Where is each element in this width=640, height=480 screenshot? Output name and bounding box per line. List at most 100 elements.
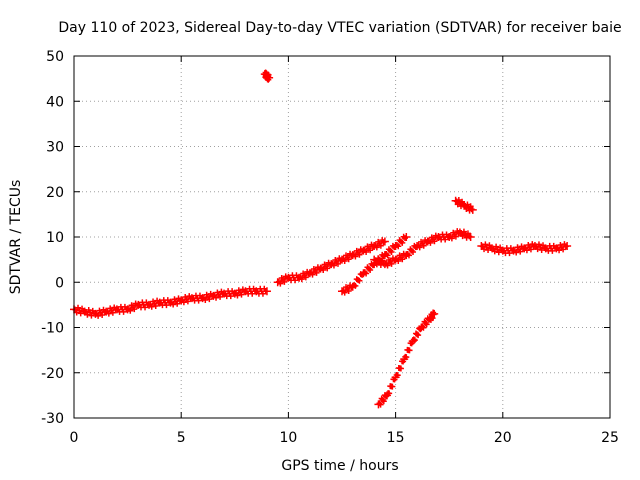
series-outlier-18 <box>451 196 477 214</box>
y-tick-label: -20 <box>41 366 64 382</box>
data-point-fill <box>388 260 395 267</box>
axis-ticks <box>73 55 611 419</box>
data-point-fill <box>394 372 401 379</box>
data-point-fill <box>238 291 245 298</box>
y-tick-label: 30 <box>46 140 64 156</box>
data-point-fill <box>420 242 427 249</box>
data-point-fill <box>320 267 327 274</box>
data-point-fill <box>452 233 459 240</box>
data-point-fill <box>363 248 370 255</box>
data-point-fill <box>148 303 155 310</box>
data-point-fill <box>460 228 467 235</box>
data-point-fill <box>388 248 395 255</box>
data-point-fill <box>345 256 352 263</box>
data-point-fill <box>389 383 396 390</box>
data-point-fill <box>406 252 412 259</box>
data-point-fill <box>380 398 387 405</box>
data-point-fill <box>517 248 524 255</box>
data-point-fill <box>309 271 316 278</box>
x-tick-label: 25 <box>601 430 619 446</box>
data-point-fill <box>373 244 380 251</box>
data-point-fill <box>352 253 359 260</box>
x-tick-label: 10 <box>279 430 297 446</box>
data-point-fill <box>95 312 102 319</box>
y-tick-label: -30 <box>41 411 64 427</box>
data-point-fill <box>277 280 284 287</box>
data-point-fill <box>399 239 406 246</box>
data-point-fill <box>375 255 382 262</box>
data-point-fill <box>395 257 402 264</box>
y-tick-label: 50 <box>46 49 64 65</box>
data-point-fill <box>356 251 363 258</box>
data-point-fill <box>105 310 112 317</box>
data-point-fill <box>302 274 309 281</box>
data-point-fill <box>527 246 534 253</box>
data-point <box>262 287 271 296</box>
data-point-fill <box>420 324 427 331</box>
series-rise-mid <box>273 237 389 287</box>
data-point-fill <box>406 347 413 354</box>
y-tick-label: 40 <box>46 94 64 110</box>
data-point <box>265 73 274 82</box>
chart-title: Day 110 of 2023, Sidereal Day-to-day VTE… <box>58 20 621 36</box>
data-point-fill <box>313 269 320 276</box>
data-point-fill <box>415 332 422 339</box>
data-point-fill <box>427 239 434 246</box>
data-point-fill <box>423 321 430 328</box>
data-point-fill <box>184 298 191 305</box>
data-point-fill <box>217 293 224 300</box>
series-baseline-early <box>70 285 271 319</box>
data-point-fill <box>367 267 374 274</box>
y-axis-label: SDTVAR / TECUs <box>8 180 24 295</box>
data-point-fill <box>281 278 288 285</box>
data-point-fill <box>355 276 362 283</box>
data-point-fill <box>367 247 374 254</box>
data-point-fill <box>523 247 530 254</box>
data-point-fill <box>556 247 563 254</box>
data-point-fill <box>341 289 348 296</box>
data-point-fill <box>384 252 391 259</box>
data-point <box>402 233 411 241</box>
data-point-fill <box>464 201 471 208</box>
x-axis-label: GPS time / hours <box>281 458 398 474</box>
data-point-fill <box>377 242 384 249</box>
data-point-fill <box>397 365 404 372</box>
data-point-fill <box>152 302 159 309</box>
data-point-fill <box>410 336 417 343</box>
series-late-plateau <box>477 241 572 257</box>
data-point-fill <box>382 393 389 400</box>
x-tick-label: 0 <box>70 430 79 446</box>
data-point-fill <box>330 262 337 269</box>
data-point-fill <box>234 292 241 299</box>
data-point-fill <box>386 390 393 397</box>
data-point-fill <box>399 256 406 263</box>
data-point-fill <box>298 276 305 283</box>
data-point-fill <box>131 306 138 313</box>
y-tick-label: 10 <box>46 230 64 246</box>
data-point-fill <box>377 401 384 408</box>
data-point-fill <box>334 260 341 267</box>
data-point-fill <box>109 309 116 316</box>
data-point-fill <box>127 307 134 314</box>
data-point-fill <box>429 315 436 322</box>
data-point-fill <box>174 300 181 307</box>
data-point-fill <box>363 270 370 277</box>
data-point-fill <box>356 277 363 284</box>
y-tick-label: 20 <box>46 185 64 201</box>
data-point-fill <box>99 312 106 319</box>
x-tick-labels: 0 5 10 15 20 25 <box>70 430 619 446</box>
data-points <box>70 69 572 409</box>
data-point <box>468 205 477 214</box>
data-point-fill <box>395 243 402 250</box>
data-point-fill <box>170 301 177 308</box>
data-point <box>563 242 572 251</box>
data-point-fill <box>213 294 220 301</box>
series-branch-b <box>370 228 475 269</box>
data-point-fill <box>431 238 438 245</box>
data-point-fill <box>352 282 359 289</box>
series-branch-a <box>338 233 411 296</box>
data-point-fill <box>411 337 418 344</box>
x-tick-label: 5 <box>177 430 186 446</box>
data-point-fill <box>455 196 462 203</box>
data-point <box>380 237 389 246</box>
